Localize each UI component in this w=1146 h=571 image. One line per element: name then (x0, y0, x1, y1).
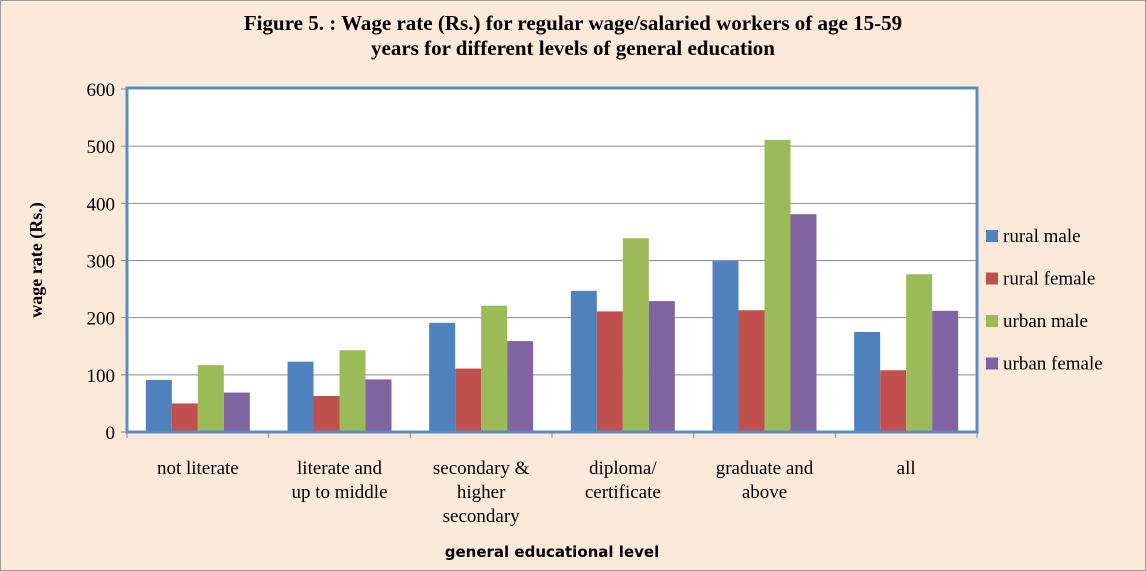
x-axis-label: general educational level (445, 543, 659, 561)
y-tick-label: 500 (87, 137, 116, 158)
chart-title: Figure 5. : Wage rate (Rs.) for regular … (244, 11, 902, 60)
x-tick-label: literate and up to middle (291, 458, 387, 503)
x-tick-label: not literate (157, 458, 239, 479)
legend-label: urban female (1003, 354, 1103, 375)
plot-border (125, 86, 979, 434)
bar (429, 322, 456, 432)
y-tick-label: 600 (87, 80, 116, 101)
bar (932, 310, 959, 432)
bar (596, 311, 623, 432)
bar (712, 261, 739, 432)
bar (171, 403, 198, 432)
bar (339, 350, 366, 432)
bar (365, 379, 392, 432)
y-tick-label: 300 (87, 252, 116, 273)
legend-label: rural male (1003, 226, 1081, 247)
bar (906, 274, 933, 432)
legend-label: rural female (1003, 269, 1095, 290)
legend-swatch (986, 230, 998, 242)
bar (880, 370, 907, 432)
legend-label: urban male (1003, 311, 1088, 332)
bar (570, 290, 597, 432)
x-tick-label: graduate and above (716, 458, 814, 503)
bar (223, 392, 250, 432)
y-tick-label: 0 (106, 423, 116, 444)
x-tick-label: secondary & higher secondary (433, 458, 530, 527)
bar (313, 395, 340, 432)
bar (145, 379, 172, 432)
bar (854, 331, 881, 432)
legend-swatch (986, 272, 998, 285)
bar (455, 368, 482, 432)
x-tick-label: diploma/certificate (585, 458, 661, 503)
bar (507, 341, 534, 432)
bar (738, 310, 765, 432)
bar (622, 238, 649, 432)
legend-swatch (986, 357, 998, 370)
bar (648, 301, 675, 432)
legend-swatch (986, 315, 998, 327)
x-tick-label: all (897, 458, 916, 479)
bar (790, 214, 817, 432)
y-tick-label: 200 (87, 309, 116, 330)
bar (764, 139, 791, 432)
y-axis-label: wage rate (Rs.) (26, 202, 47, 317)
bar (481, 305, 508, 432)
y-tick-label: 100 (87, 366, 116, 387)
bar (197, 365, 224, 432)
y-tick-label: 400 (87, 194, 116, 215)
bar (287, 361, 314, 432)
